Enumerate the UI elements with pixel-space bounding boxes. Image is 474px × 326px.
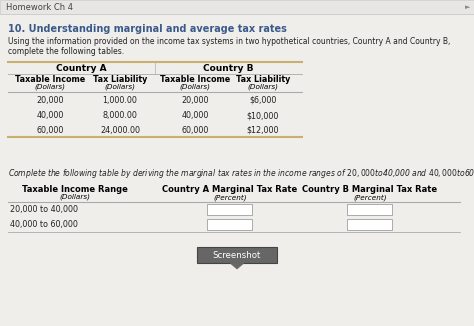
Text: Tax Liability: Tax Liability bbox=[93, 75, 147, 84]
Text: Taxable Income Range: Taxable Income Range bbox=[22, 185, 128, 194]
Text: Country B: Country B bbox=[203, 64, 254, 73]
Text: Homework Ch 4: Homework Ch 4 bbox=[6, 3, 73, 11]
Text: $6,000: $6,000 bbox=[249, 96, 277, 105]
Text: (Dollars): (Dollars) bbox=[180, 83, 210, 90]
Text: 10. Understanding marginal and average tax rates: 10. Understanding marginal and average t… bbox=[8, 24, 287, 34]
Text: 40,000: 40,000 bbox=[182, 111, 209, 120]
Bar bbox=[207, 204, 252, 215]
Bar bbox=[347, 204, 392, 215]
Text: 24,000.00: 24,000.00 bbox=[100, 126, 140, 135]
Bar bbox=[0, 0, 474, 14]
Text: Country A Marginal Tax Rate: Country A Marginal Tax Rate bbox=[163, 185, 298, 194]
Text: 60,000: 60,000 bbox=[36, 126, 64, 135]
Text: 20,000: 20,000 bbox=[36, 96, 64, 105]
Text: 40,000: 40,000 bbox=[36, 111, 64, 120]
Text: $12,000: $12,000 bbox=[247, 126, 279, 135]
Text: (Dollars): (Dollars) bbox=[104, 83, 136, 90]
Text: $10,000: $10,000 bbox=[247, 111, 279, 120]
Text: ►: ► bbox=[465, 4, 470, 10]
Text: 1,000.00: 1,000.00 bbox=[102, 96, 137, 105]
Text: 20,000 to 40,000: 20,000 to 40,000 bbox=[10, 205, 78, 214]
Text: Complete the following table by deriving the marginal tax rates in the income ra: Complete the following table by deriving… bbox=[8, 167, 474, 180]
Bar bbox=[207, 219, 252, 230]
Text: Country B Marginal Tax Rate: Country B Marginal Tax Rate bbox=[302, 185, 438, 194]
Text: Screenshot: Screenshot bbox=[213, 251, 261, 260]
Text: Tax Liability: Tax Liability bbox=[236, 75, 290, 84]
Text: (Dollars): (Dollars) bbox=[60, 194, 91, 200]
Polygon shape bbox=[230, 263, 244, 269]
Text: 8,000.00: 8,000.00 bbox=[102, 111, 137, 120]
Text: (Percent): (Percent) bbox=[353, 194, 387, 200]
Text: (Percent): (Percent) bbox=[213, 194, 247, 200]
Text: Taxable Income: Taxable Income bbox=[160, 75, 230, 84]
Text: Using the information provided on the income tax systems in two hypothetical cou: Using the information provided on the in… bbox=[8, 37, 450, 56]
Text: 60,000: 60,000 bbox=[182, 126, 209, 135]
Bar bbox=[347, 219, 392, 230]
Text: 40,000 to 60,000: 40,000 to 60,000 bbox=[10, 220, 78, 229]
Bar bbox=[197, 247, 277, 263]
Text: (Dollars): (Dollars) bbox=[247, 83, 279, 90]
Text: Country A: Country A bbox=[56, 64, 107, 73]
Text: (Dollars): (Dollars) bbox=[35, 83, 65, 90]
Text: 20,000: 20,000 bbox=[181, 96, 209, 105]
Text: Taxable Income: Taxable Income bbox=[15, 75, 85, 84]
